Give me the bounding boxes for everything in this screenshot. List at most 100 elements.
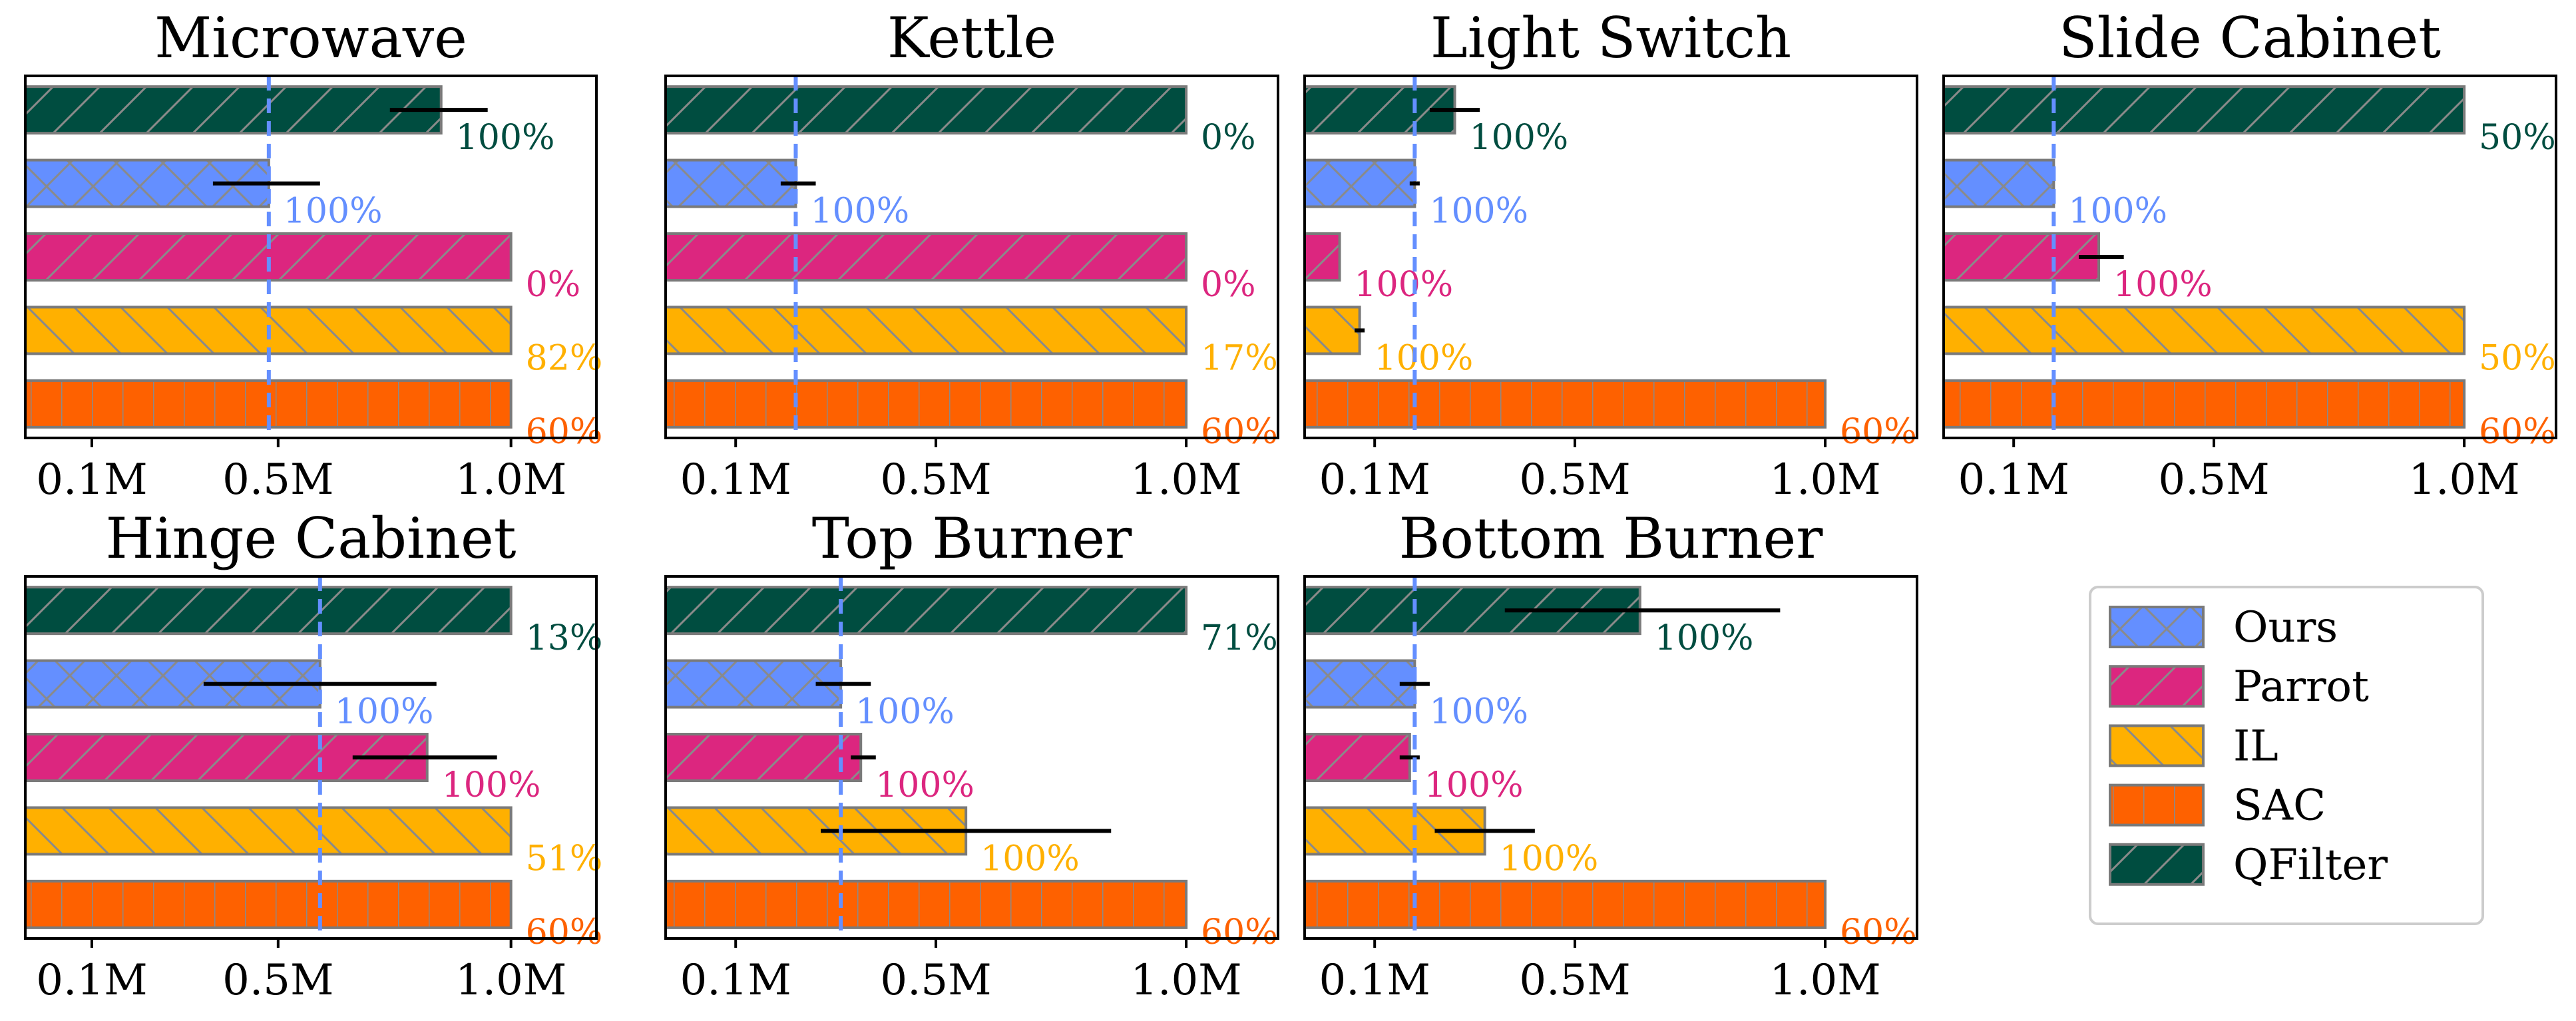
bar-il <box>24 806 513 856</box>
bar-parrot <box>664 733 863 782</box>
x-tick-label: 1.0M <box>2408 455 2519 505</box>
axes-frame <box>664 75 1279 439</box>
axes-frame <box>24 75 598 439</box>
bar-ours <box>664 158 797 208</box>
legend-swatch <box>2109 783 2205 827</box>
data-label-qfilter: 50% <box>2479 118 2556 158</box>
x-tick-label: 0.1M <box>1319 455 1430 505</box>
legend-swatch <box>2109 843 2205 886</box>
panel-title: Top Burner <box>812 506 1132 571</box>
x-tick-label: 0.1M <box>36 956 147 1005</box>
data-label-ours: 100% <box>1429 192 1528 232</box>
legend-label: SAC <box>2233 781 2326 831</box>
data-label-qfilter: 100% <box>1655 618 1754 658</box>
legend-label: Parrot <box>2233 662 2369 712</box>
x-tick-label: 0.5M <box>1519 455 1630 505</box>
bar-sac <box>24 879 513 929</box>
data-label-il: 82% <box>526 338 603 378</box>
legend-entry-il: IL <box>2109 721 2278 771</box>
axes-frame <box>1303 75 1918 439</box>
panel-slide-cabinet: Slide Cabinet 50% 100% 100% 50% 60% 0.1M 0.5M 1.… <box>1942 5 2557 505</box>
axes-frame <box>664 575 1279 940</box>
data-label-sac: 60% <box>1201 412 1278 452</box>
data-label-qfilter: 13% <box>526 618 603 658</box>
data-label-qfilter: 100% <box>456 118 555 158</box>
panel-title: Light Switch <box>1430 5 1791 71</box>
data-label-il: 100% <box>1500 839 1599 879</box>
bar-parrot <box>1303 232 1341 282</box>
x-tick-label: 1.0M <box>1130 956 1241 1005</box>
data-label-parrot: 100% <box>1424 765 1524 805</box>
bar-ours <box>1942 158 2055 208</box>
bar-qfilter <box>664 85 1188 135</box>
data-label-ours: 100% <box>2068 192 2167 232</box>
data-label-ours: 100% <box>335 692 434 732</box>
data-label-parrot: 100% <box>442 765 541 805</box>
x-tick-label: 0.5M <box>222 956 333 1005</box>
bar-sac <box>664 879 1188 929</box>
panel-title: Hinge Cabinet <box>106 506 517 571</box>
x-tick-label: 0.5M <box>880 956 991 1005</box>
data-label-sac: 60% <box>2479 412 2556 452</box>
bar-il <box>664 306 1188 355</box>
bar-sac <box>1942 379 2466 429</box>
bar-qfilter <box>1942 85 2466 135</box>
x-tick-label: 1.0M <box>1769 956 1880 1005</box>
bar-il <box>1942 306 2466 355</box>
panel-title: Bottom Burner <box>1399 506 1824 571</box>
bar-il <box>1303 306 1361 355</box>
data-label-sac: 60% <box>1840 412 1917 452</box>
data-label-ours: 100% <box>284 192 383 232</box>
data-label-il: 17% <box>1201 338 1278 378</box>
bar-qfilter <box>24 85 443 135</box>
bar-sac <box>664 379 1188 429</box>
x-tick-label: 0.1M <box>680 956 791 1005</box>
axes-frame <box>24 575 598 940</box>
data-label-il: 100% <box>980 839 1080 879</box>
data-label-il: 100% <box>1375 338 1474 378</box>
data-label-sac: 60% <box>1201 913 1278 952</box>
data-label-parrot: 0% <box>1201 265 1256 305</box>
legend-label: IL <box>2233 721 2278 771</box>
x-tick-label: 0.1M <box>680 455 791 505</box>
legend-entry-qfilter: QFilter <box>2109 841 2388 890</box>
data-label-sac: 60% <box>526 412 603 452</box>
data-label-parrot: 100% <box>875 765 974 805</box>
data-label-qfilter: 71% <box>1201 618 1278 658</box>
x-tick-label: 0.1M <box>1958 455 2069 505</box>
x-tick-label: 1.0M <box>1130 455 1241 505</box>
panel-light-switch: Light Switch 100% 100% 100% 100% 60% 0.1M 0.5M 1… <box>1303 5 1918 505</box>
bar-qfilter <box>24 586 513 636</box>
x-tick-label: 0.1M <box>36 455 147 505</box>
panel-title: Microwave <box>154 5 467 71</box>
x-tick-label: 1.0M <box>1769 455 1880 505</box>
bar-parrot <box>1303 733 1411 782</box>
panel-microwave: Microwave 100% 100% 0% 82% 60% 0.1M 0.5M 1.0M <box>24 5 603 505</box>
legend-entry-sac: SAC <box>2109 781 2326 831</box>
legend-entry-ours: Ours <box>2109 603 2338 652</box>
x-tick-label: 0.5M <box>1519 956 1630 1005</box>
panel-title: Slide Cabinet <box>2059 5 2441 71</box>
x-tick-label: 1.0M <box>455 455 566 505</box>
legend-label: Ours <box>2233 603 2338 652</box>
bar-ours <box>664 659 843 709</box>
bar-sac <box>1303 879 1827 929</box>
data-label-parrot: 100% <box>2113 265 2213 305</box>
x-tick-label: 1.0M <box>455 956 566 1005</box>
data-label-sac: 60% <box>1840 913 1917 952</box>
legend: Ours Parrot IL SAC QFilter <box>2089 586 2484 925</box>
legend-swatch <box>2109 665 2205 708</box>
data-label-sac: 60% <box>526 913 603 952</box>
bar-qfilter <box>664 586 1188 636</box>
panel-title: Kettle <box>887 5 1056 71</box>
legend-swatch <box>2109 724 2205 767</box>
data-label-qfilter: 0% <box>1201 118 1256 158</box>
data-label-qfilter: 100% <box>1470 118 1569 158</box>
x-tick-label: 0.5M <box>2158 455 2269 505</box>
panel-bottom-burner: Bottom Burner 100% 100% 100% 100% 60% 0.1M 0.5M… <box>1303 506 1918 1005</box>
data-label-il: 50% <box>2479 338 2556 378</box>
axes-frame <box>1942 75 2557 439</box>
bar-parrot <box>1942 232 2101 282</box>
data-label-ours: 100% <box>1429 692 1528 732</box>
